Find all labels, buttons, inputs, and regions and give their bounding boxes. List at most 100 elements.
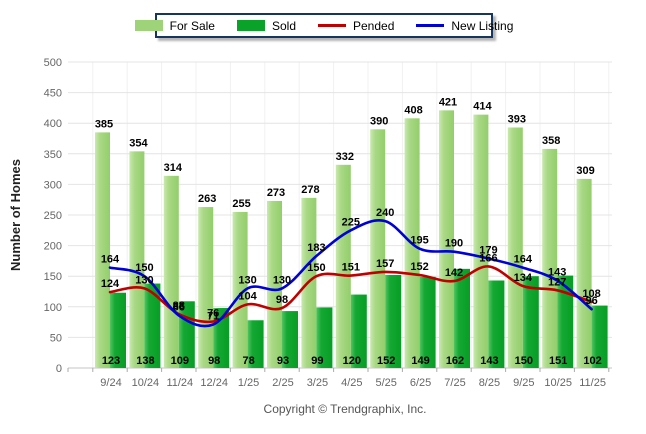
sold-value-label: 150	[515, 355, 533, 367]
sold-bar	[110, 292, 126, 368]
y-tick-label: 200	[44, 241, 62, 253]
for-sale-bar	[473, 114, 489, 368]
for-sale-bar	[370, 129, 386, 368]
x-tick-label: 8/25	[479, 377, 500, 389]
for-sale-bar	[163, 175, 179, 368]
sold-value-label: 152	[377, 355, 395, 367]
for-sale-bar	[576, 178, 592, 368]
copyright-footer: Copyright © Trendgraphix, Inc.	[0, 402, 646, 416]
new-listing-value-label: 130	[273, 274, 291, 286]
for-sale-bar	[439, 110, 454, 369]
new-listing-value-label: 179	[479, 244, 497, 256]
new-listing-value-label: 86	[173, 301, 185, 313]
sold-value-label: 151	[549, 355, 567, 367]
x-tick-label: 2/25	[272, 377, 293, 389]
for-sale-bar	[507, 127, 523, 368]
new-listing-value-label: 190	[445, 238, 463, 250]
pended-line-swatch-icon	[318, 24, 346, 27]
for-sale-value-label: 263	[198, 193, 216, 205]
new-listing-value-label: 71	[207, 311, 219, 323]
sold-swatch-icon	[236, 20, 265, 31]
new-listing-value-label: 96	[585, 295, 597, 307]
new-listing-value-label: 240	[376, 207, 394, 219]
for-sale-value-label: 421	[439, 96, 457, 108]
for-sale-bar	[129, 151, 145, 368]
pended-value-label: 157	[376, 258, 394, 270]
x-tick-label: 3/25	[307, 377, 328, 389]
for-sale-bar	[95, 132, 110, 368]
x-tick-label: 4/25	[341, 377, 362, 389]
y-tick-label: 250	[44, 210, 62, 222]
y-tick-label: 150	[44, 271, 62, 283]
y-tick-label: 300	[44, 179, 62, 191]
legend-item-pended: Pended	[318, 19, 394, 33]
pended-value-label: 98	[276, 294, 288, 306]
pended-value-label: 124	[101, 278, 120, 290]
pended-value-label: 166	[479, 252, 497, 264]
x-tick-label: 1/25	[238, 377, 259, 389]
new-listing-line	[108, 219, 593, 328]
sold-value-label: 138	[136, 355, 154, 367]
x-axis	[67, 367, 612, 372]
pended-value-label: 76	[207, 307, 219, 319]
y-tick-label: 400	[44, 118, 62, 130]
for-sale-swatch-icon	[134, 20, 163, 31]
y-tick-label: 450	[44, 88, 62, 100]
sold-bar	[350, 294, 367, 368]
pended-line	[108, 265, 593, 324]
pended-value-label: 127	[548, 276, 566, 288]
sold-value-label: 143	[480, 355, 498, 367]
pended-value-label: 104	[238, 290, 257, 302]
for-sale-value-label: 408	[404, 104, 422, 116]
for-sale-value-label: 385	[95, 118, 113, 130]
pended-value-label: 134	[514, 272, 533, 284]
y-tick-label: 0	[56, 363, 62, 375]
new-listing-value-label: 164	[514, 254, 533, 266]
sold-bar	[385, 274, 402, 368]
sold-value-label: 109	[171, 355, 189, 367]
sold-value-label: 102	[583, 355, 601, 367]
legend-label-new-listing: New Listing	[451, 18, 514, 33]
for-sale-value-label: 358	[542, 135, 560, 147]
new-listing-value-label: 183	[307, 242, 325, 254]
sold-bar	[522, 276, 539, 368]
sold-value-label: 78	[242, 355, 254, 367]
for-sale-value-label: 314	[164, 162, 183, 174]
sold-bar	[419, 276, 436, 368]
x-tick-label: 10/25	[544, 377, 572, 389]
sold-bar	[557, 275, 574, 368]
legend-label-sold: Sold	[271, 18, 296, 33]
legend-label-for-sale: For Sale	[169, 18, 215, 33]
sold-bar	[282, 311, 298, 368]
sold-bar	[488, 280, 505, 368]
copyright-text: Copyright © Trendgraphix, Inc.	[263, 402, 427, 416]
sold-bar	[316, 307, 333, 368]
sold-value-label: 149	[411, 355, 429, 367]
for-sale-value-label: 273	[267, 187, 285, 199]
pended-value-label: 88	[173, 300, 185, 312]
new-listing-value-label: 143	[548, 266, 566, 278]
for-sale-value-label: 393	[508, 113, 526, 125]
y-axis-title: Number of Homes	[8, 159, 23, 271]
pended-value-label: 130	[135, 274, 153, 286]
pended-value-label: 142	[445, 267, 463, 279]
y-tick-label: 100	[44, 302, 62, 314]
for-sale-bar	[335, 164, 351, 368]
x-tick-label: 6/25	[410, 377, 431, 389]
legend-label-pended: Pended	[353, 18, 395, 33]
chart-legend: For Sale Sold Pended New Listing	[134, 13, 513, 38]
legend-item-for-sale: For Sale	[134, 18, 215, 33]
sold-bar	[454, 268, 470, 368]
pended-value-label: 108	[582, 288, 600, 300]
y-tick-label: 50	[50, 332, 62, 344]
sold-value-label: 123	[102, 355, 120, 367]
sold-value-label: 93	[277, 355, 289, 367]
new-listing-value-label: 130	[238, 274, 256, 286]
value-labels: 3851231241643541381301503141098886263987…	[95, 96, 602, 367]
for-sale-value-label: 309	[576, 165, 594, 177]
new-listing-value-label: 150	[135, 262, 153, 274]
for-sale-bar	[232, 211, 248, 368]
x-tick-label: 9/25	[513, 377, 534, 389]
